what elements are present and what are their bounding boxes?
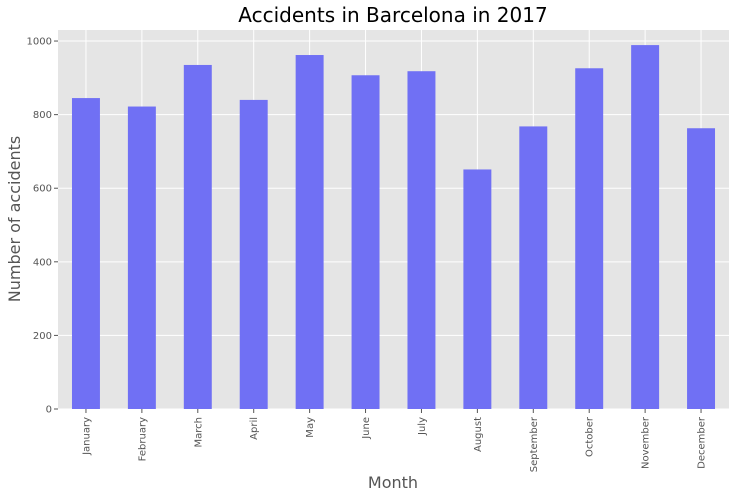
bar-december [687, 128, 716, 409]
bar-january [71, 98, 100, 409]
y-tick-label: 0 [46, 405, 52, 416]
y-axis-label: Number of accidents [5, 136, 24, 302]
x-axis-label: Month [368, 473, 418, 492]
y-tick-label: 800 [33, 110, 52, 121]
x-tick-label-december: December [697, 416, 708, 469]
x-tick-label-july: July [417, 417, 428, 436]
bar-november [631, 45, 660, 410]
x-tick-label-june: June [361, 417, 372, 440]
y-tick-label: 200 [33, 331, 52, 342]
x-tick-label-november: November [641, 416, 652, 469]
bar-march [183, 64, 212, 410]
x-tick-label-april: April [249, 417, 260, 440]
bar-july [407, 71, 436, 410]
bar-august [463, 169, 492, 409]
x-tick-label-october: October [585, 416, 596, 457]
x-tick-label-march: March [193, 417, 204, 447]
x-tick-label-january: January [81, 417, 92, 456]
y-tick-label: 600 [33, 184, 52, 195]
x-axis-ticks: January February March April May June July Augu… [81, 409, 708, 472]
bar-april [239, 99, 268, 409]
y-tick-label: 400 [33, 257, 52, 268]
y-axis-ticks: 0 200 400 600 800 1000 [27, 37, 58, 416]
x-tick-label-february: February [137, 417, 148, 461]
bar-june [351, 75, 380, 410]
bar-february [127, 106, 156, 409]
chart-title: Accidents in Barcelona in 2017 [238, 3, 547, 27]
bar-october [575, 68, 604, 410]
bar-may [295, 55, 324, 409]
bar-september [519, 126, 548, 409]
plot-area [58, 30, 729, 409]
x-tick-label-august: August [473, 417, 484, 452]
x-tick-label-september: September [529, 416, 540, 472]
y-tick-label: 1000 [27, 37, 52, 48]
bars [71, 45, 716, 410]
x-tick-label-may: May [305, 417, 316, 438]
